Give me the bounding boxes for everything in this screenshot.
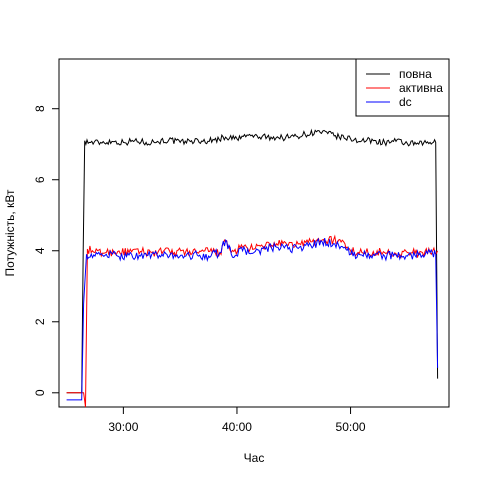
x-tick-label: 30:00 — [108, 420, 138, 434]
series-line-3 — [66, 237, 439, 401]
y-tick-label: 2 — [33, 318, 47, 325]
y-tick-label: 4 — [33, 247, 47, 254]
y-tick-label: 8 — [33, 105, 47, 112]
series-line-1 — [66, 128, 439, 394]
series-line-2 — [66, 234, 439, 408]
y-axis-label: Потужність, кВт — [3, 189, 17, 276]
legend-label: повна — [399, 67, 432, 81]
x-axis: 30:00 40:00 50:00 — [108, 406, 366, 434]
legend-label: активна — [399, 81, 443, 95]
y-tick-label: 6 — [33, 176, 47, 183]
legend-label: dc — [399, 95, 412, 109]
series-layer — [66, 128, 439, 408]
y-tick-label: 0 — [33, 389, 47, 396]
x-axis-label: Час — [244, 451, 265, 465]
x-tick-label: 40:00 — [222, 420, 252, 434]
x-tick-label: 50:00 — [336, 420, 366, 434]
y-axis: 0 2 4 6 8 — [33, 105, 60, 396]
